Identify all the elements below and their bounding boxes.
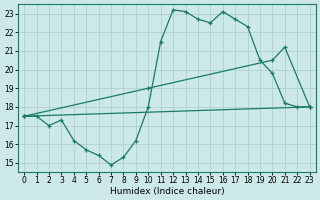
X-axis label: Humidex (Indice chaleur): Humidex (Indice chaleur) [109, 187, 224, 196]
